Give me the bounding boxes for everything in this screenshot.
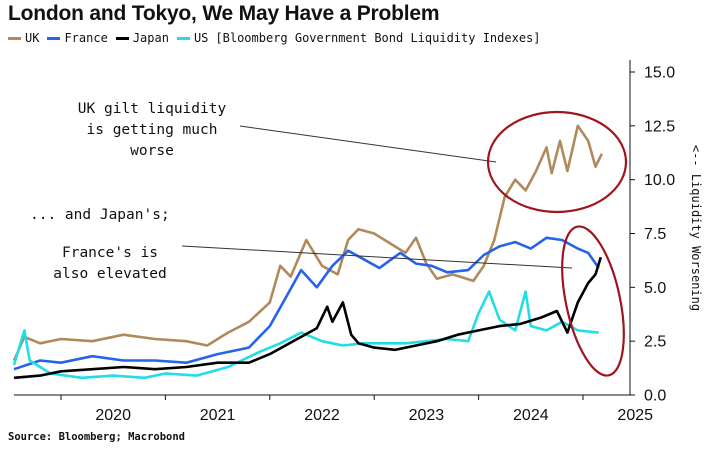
legend-item-us: US [Bloomberg Government Bond Liquidity …: [176, 31, 541, 45]
legend-item-uk: UK: [8, 31, 39, 45]
legend-label-us: US: [193, 31, 209, 45]
legend-item-japan: Japan: [115, 31, 169, 45]
legend-label-uk: UK: [25, 31, 40, 45]
y-axis-label: <-- Liquidity Worsening: [689, 145, 703, 311]
legend-swatch-uk: [8, 36, 21, 40]
y-tick-label: 2.5: [644, 334, 666, 351]
annotation-uk-line-2: is getting much: [87, 122, 218, 138]
annotation-uk-line-1: UK gilt liquidity: [78, 101, 227, 117]
annotation-france-line-2: also elevated: [53, 266, 167, 282]
x-tick-group: 2020 2021 2022 2023 2024 2025: [60, 395, 653, 424]
y-tick-label: 7.5: [644, 226, 666, 243]
x-tick-label: 2021: [200, 407, 236, 424]
highlight-ellipse-japan-france: [561, 225, 625, 377]
y-tick-label: 5.0: [644, 280, 666, 297]
legend-swatch-japan: [115, 36, 129, 40]
series-line-japan: [13, 256, 603, 380]
y-tick-label: 0.0: [644, 388, 666, 405]
legend-label-japan: Japan: [132, 31, 169, 45]
annotation-uk: UK gilt liquidity is getting much worse: [78, 101, 497, 163]
annotation-france-line-1: France's is: [62, 245, 158, 261]
chart-title: London and Tokyo, We May Have a Problem: [8, 2, 440, 25]
y-tick-label: 15.0: [644, 65, 675, 82]
series-line-us: [12, 290, 599, 380]
annotation-japan: ... and Japan's;: [30, 207, 170, 223]
legend-item-france: France: [47, 31, 108, 45]
annotation-uk-line-3: worse: [130, 143, 174, 159]
x-tick-label: 2022: [304, 407, 340, 424]
highlight-ellipse-uk: [486, 110, 628, 214]
series-line-uk: [12, 124, 603, 362]
legend-swatch-us: [176, 36, 190, 40]
source-note: Source: Bloomberg; Macrobond: [8, 431, 186, 443]
y-tick-label: 12.5: [644, 118, 675, 135]
annotation-uk-leader: [239, 125, 497, 163]
x-tick-label: 2025: [617, 407, 653, 424]
y-tick-label: 10.0: [644, 172, 675, 189]
legend-suffix: [Bloomberg Government Bond Liquidity Ind…: [215, 31, 541, 45]
series-group: [12, 124, 603, 380]
series-line-france: [13, 236, 600, 371]
annotation-france-leader: [181, 245, 573, 269]
x-tick-label: 2023: [409, 407, 445, 424]
legend-swatch-france: [47, 36, 61, 40]
legend-label-france: France: [64, 31, 108, 45]
y-tick-group: 15.0 12.5 10.0 7.5 5.0 2.5 0.0: [630, 65, 675, 405]
x-tick-label: 2020: [95, 407, 131, 424]
chart-legend: UK France Japan US [Bloomberg Government…: [8, 31, 549, 45]
x-tick-label: 2024: [513, 407, 549, 424]
annotation-france: France's is also elevated: [53, 245, 573, 282]
